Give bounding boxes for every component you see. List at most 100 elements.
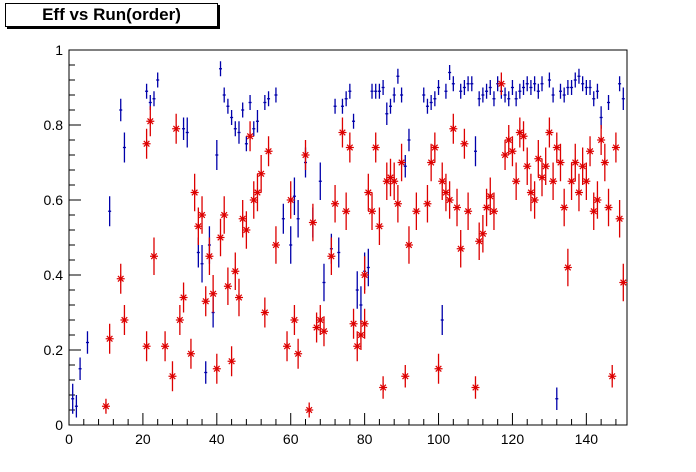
red-data-point: [586, 136, 595, 167]
x-tick-label: 120: [501, 431, 525, 447]
blue-data-point: [429, 95, 433, 110]
blue-data-point: [529, 80, 533, 95]
blue-data-point: [204, 361, 208, 384]
red-data-point: [382, 162, 391, 200]
red-data-point: [246, 121, 255, 152]
blue-data-point: [492, 91, 496, 107]
red-data-point: [301, 140, 310, 170]
red-data-point: [260, 297, 269, 328]
blue-data-point: [584, 80, 588, 95]
red-data-point: [371, 132, 380, 163]
red-data-point: [615, 200, 624, 238]
marks-layer: [71, 61, 628, 418]
red-data-point: [116, 263, 125, 294]
red-data-point: [290, 305, 299, 335]
blue-data-point: [466, 76, 470, 92]
blue-data-point: [230, 110, 234, 125]
red-data-point: [464, 192, 473, 230]
red-data-point: [534, 140, 543, 178]
blue-data-point: [451, 76, 455, 92]
blue-data-point: [510, 80, 514, 95]
blue-data-point: [607, 95, 611, 110]
blue-data-point: [385, 102, 389, 125]
blue-data-point: [592, 91, 596, 107]
blue-data-point: [355, 271, 359, 309]
blue-data-point: [241, 102, 245, 118]
red-data-point: [223, 267, 232, 305]
x-tick-label: 60: [283, 431, 299, 447]
red-data-point: [593, 181, 602, 219]
red-data-point: [294, 338, 303, 369]
blue-data-point: [222, 87, 226, 103]
red-data-point: [356, 320, 365, 350]
blue-data-point: [252, 121, 256, 137]
red-data-point: [209, 275, 218, 313]
blue-data-point: [366, 248, 370, 287]
red-data-point: [253, 173, 262, 212]
blue-data-point: [281, 203, 285, 234]
blue-data-point: [403, 155, 407, 178]
blue-data-point: [152, 91, 156, 107]
red-data-point: [349, 308, 358, 339]
red-data-point: [482, 188, 491, 227]
blue-data-point: [577, 68, 581, 84]
red-data-point: [489, 192, 498, 230]
red-data-point: [242, 211, 251, 249]
blue-data-point: [437, 80, 441, 95]
red-data-point: [345, 132, 354, 163]
red-data-point: [619, 263, 628, 302]
red-data-point: [142, 128, 151, 159]
red-data-point: [460, 128, 469, 159]
red-data-point: [427, 143, 436, 182]
blue-data-point: [470, 76, 474, 92]
blue-data-point: [618, 76, 622, 92]
red-data-point: [611, 132, 620, 163]
red-data-point: [231, 252, 240, 290]
red-data-point: [563, 248, 572, 287]
red-data-point: [538, 158, 547, 197]
red-data-point: [504, 125, 513, 155]
axes-layer: 0 20 40 60 80 100 120 140 0 0.2 0.4 0.6 0.8 1: [44, 42, 617, 447]
blue-data-point: [525, 76, 529, 92]
blue-data-point: [274, 87, 278, 103]
blue-data-point: [322, 263, 326, 302]
blue-data-point: [145, 83, 149, 99]
blue-data-point: [370, 83, 374, 99]
blue-data-point: [551, 87, 555, 103]
red-data-point: [286, 181, 295, 219]
red-data-point: [441, 173, 450, 212]
red-data-point: [238, 200, 247, 238]
blue-data-point: [108, 196, 112, 227]
blue-data-point: [374, 83, 378, 99]
red-data-point: [342, 192, 351, 230]
red-data-point: [552, 132, 561, 163]
blue-data-point: [473, 136, 477, 167]
blue-data-point: [477, 91, 481, 107]
red-data-point: [560, 188, 569, 227]
blue-data-point: [573, 72, 577, 88]
red-data-point: [168, 361, 177, 392]
blue-data-point: [119, 98, 123, 122]
blue-data-point: [263, 95, 267, 110]
red-data-point: [519, 121, 528, 152]
blue-data-point: [562, 87, 566, 103]
red-data-point: [172, 113, 181, 144]
blue-data-point: [122, 132, 126, 163]
blue-data-point: [536, 83, 540, 99]
blue-data-point: [540, 76, 544, 92]
red-data-point: [205, 237, 214, 275]
red-data-point: [526, 173, 535, 212]
red-data-point: [194, 207, 203, 245]
red-data-point: [360, 256, 369, 294]
y-tick-label: 0.6: [44, 192, 64, 208]
blue-data-point: [595, 83, 599, 99]
red-data-point: [149, 237, 158, 275]
red-data-point: [190, 173, 199, 212]
blue-data-point: [292, 177, 296, 215]
blue-data-point: [344, 91, 348, 107]
red-data-point: [434, 353, 443, 384]
blue-data-point: [185, 117, 189, 148]
plot-frame: [68, 49, 628, 426]
blue-data-point: [348, 83, 352, 99]
red-data-point: [201, 286, 210, 317]
